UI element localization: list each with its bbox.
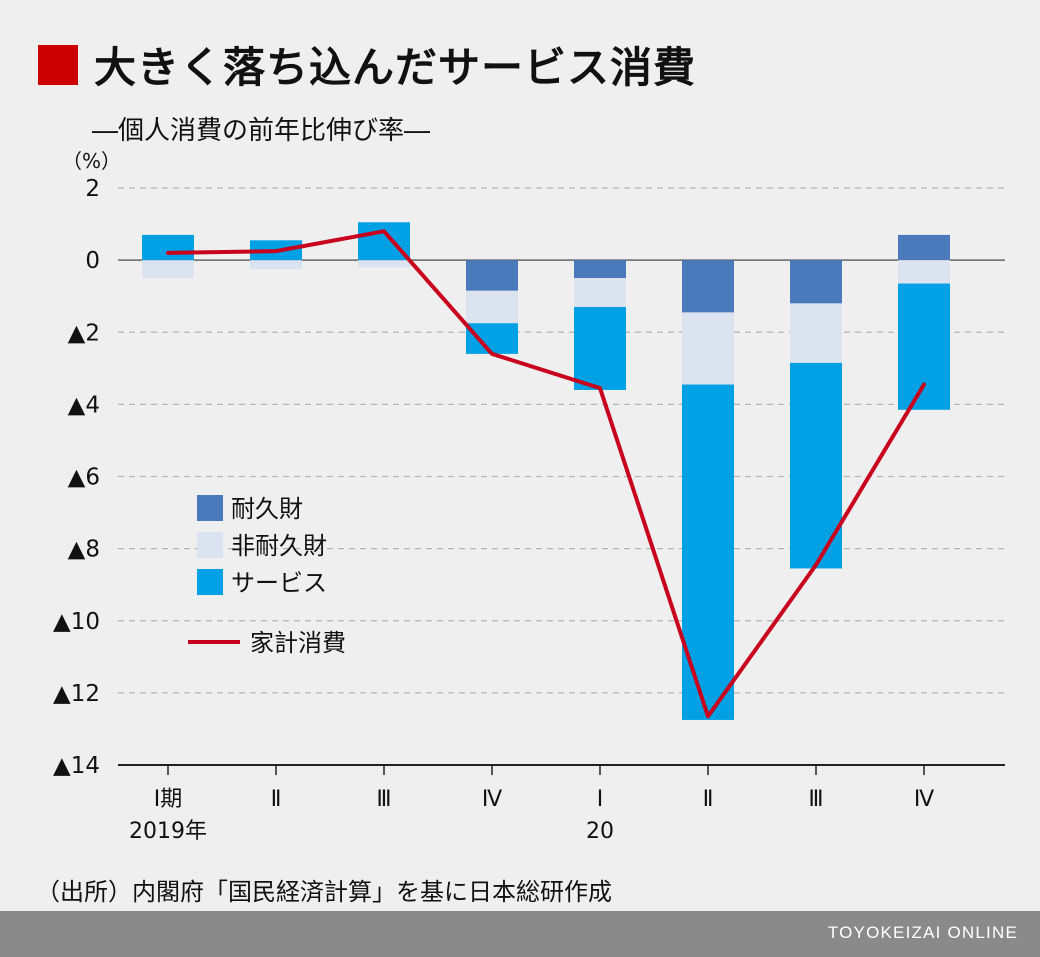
chart-subtitle: ―個人消費の前年比伸び率― (92, 116, 431, 146)
title-mark (38, 44, 78, 85)
line-layer (166, 229, 926, 719)
bar-segment (898, 260, 950, 284)
title-row: 大きく落ち込んだサービス消費 (38, 34, 696, 95)
y-tick-label: ▲10 (53, 609, 100, 635)
legend-swatch (197, 569, 223, 595)
bar-segment (574, 278, 626, 308)
bar-segment (682, 312, 734, 385)
x-tick-label: Ⅰ (597, 787, 604, 812)
bar-segment (682, 260, 734, 313)
x-tick-label: Ⅰ期 (154, 787, 183, 812)
bar-segment (790, 260, 842, 304)
bar-segment (898, 234, 950, 261)
source-note: （出所）内閣府「国民経済計算」を基に日本総研作成 (36, 878, 612, 906)
legend-label: 非耐久財 (231, 532, 327, 560)
legend-label: 耐久財 (231, 495, 303, 523)
bar-segment (466, 323, 518, 354)
bar-segment (466, 260, 518, 291)
x-tick-label: Ⅱ (703, 787, 714, 812)
y-tick-label: ▲12 (53, 681, 100, 707)
bar-segment (574, 307, 626, 390)
bar-segment (466, 290, 518, 324)
bar-layer (142, 222, 950, 720)
x-tick-label: Ⅳ (914, 787, 935, 812)
x-tick-label: Ⅳ (482, 787, 503, 812)
x-tick-label: Ⅲ (808, 787, 823, 812)
bar-segment (358, 260, 410, 268)
legend-label: 家計消費 (250, 629, 346, 657)
y-tick-label: ▲6 (68, 465, 100, 491)
bar-segment (142, 260, 194, 279)
chart-title: 大きく落ち込んだサービス消費 (94, 43, 697, 92)
x-year-label: 20 (586, 819, 614, 844)
bar-segment (142, 234, 194, 261)
legend-swatch (197, 532, 223, 558)
household-line (166, 229, 926, 719)
footer-brand: TOYOKEIZAI ONLINE (827, 923, 1018, 942)
footer-bar: TOYOKEIZAI ONLINE (0, 911, 1040, 957)
bar-segment (898, 283, 950, 410)
y-tick-label: 2 (85, 176, 100, 202)
bar-segment (574, 260, 626, 279)
legend-label: サービス (231, 569, 327, 597)
y-tick-label: ▲8 (68, 537, 100, 563)
bar-segment (790, 303, 842, 363)
x-year-label: 2019年 (129, 819, 207, 844)
x-tick-label: Ⅲ (376, 787, 391, 812)
bar-segment (250, 260, 302, 270)
y-tick-label: ▲2 (68, 320, 100, 346)
grid-layer (118, 187, 1005, 694)
y-tick-label: 0 (85, 248, 100, 274)
x-tick-label: Ⅱ (271, 787, 282, 812)
legend-swatch (197, 495, 223, 521)
y-axis-unit: （%） (62, 149, 122, 173)
y-tick-label: ▲4 (68, 392, 100, 418)
y-tick-label: ▲14 (53, 753, 100, 779)
bar-segment (682, 384, 734, 720)
